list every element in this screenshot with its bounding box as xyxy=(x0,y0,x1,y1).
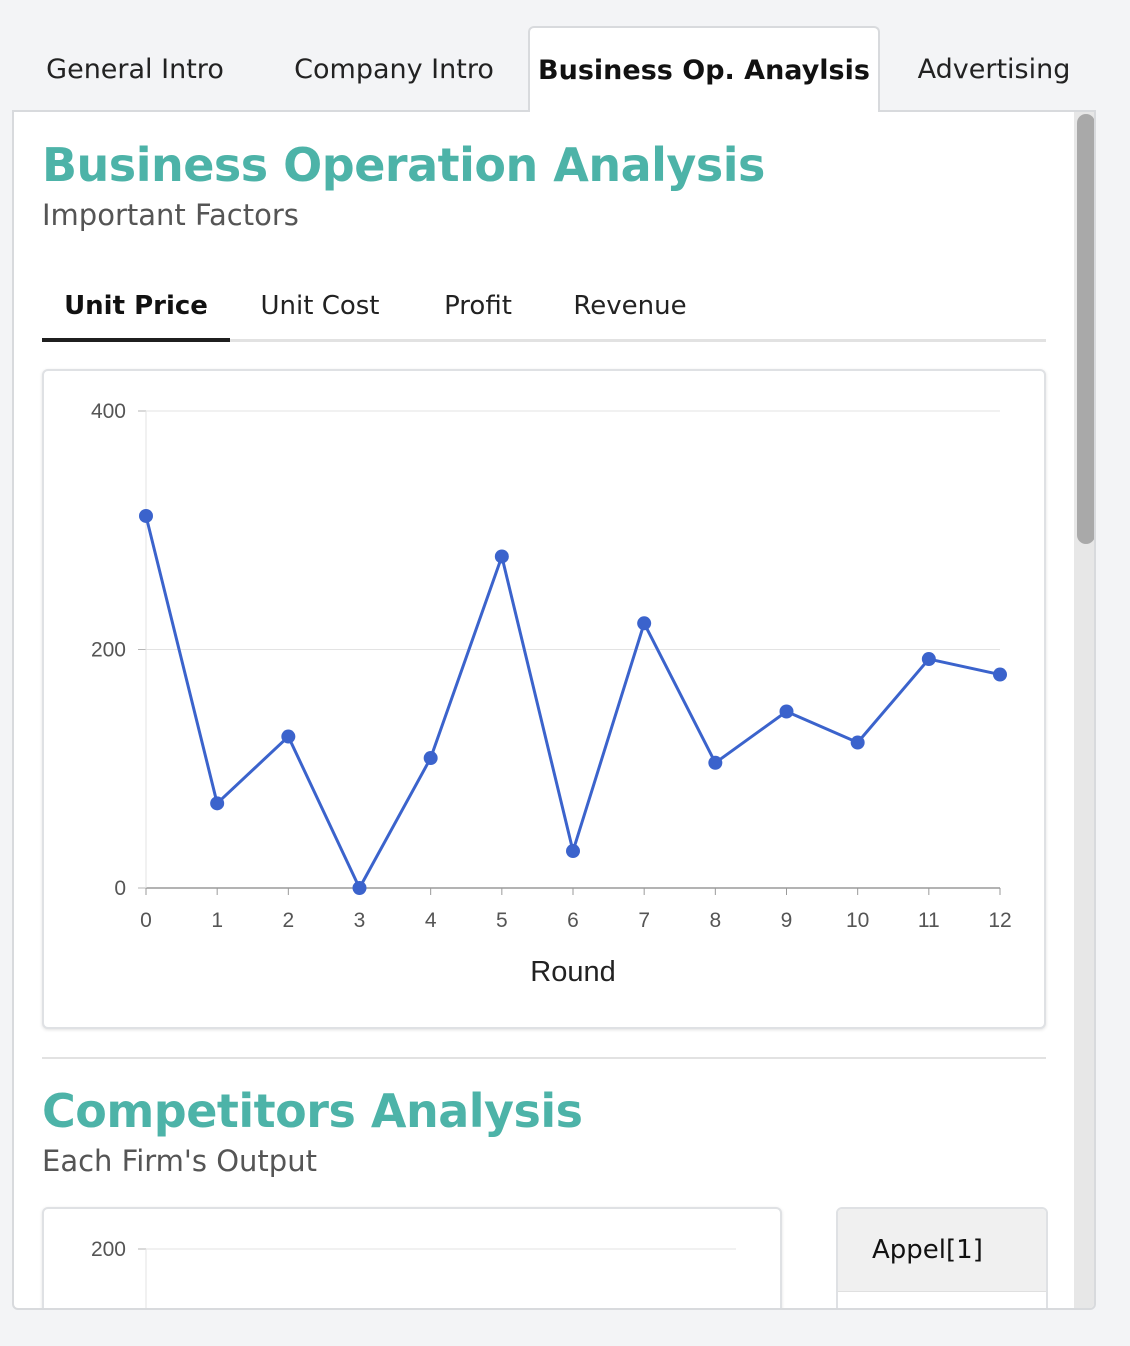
data-point-round-4 xyxy=(423,751,438,766)
unit-price-chart-card: 0 200 400 0 1 2 3 4 5 6 7 8 9 10 11 12 Round xyxy=(42,369,1046,1029)
x-tick-label: 7 xyxy=(638,909,650,932)
active-tab-underline xyxy=(42,338,230,342)
data-point-round-10 xyxy=(850,735,865,750)
data-point-round-6 xyxy=(566,844,580,859)
data-point-round-9 xyxy=(779,704,794,719)
content-panel: Business Operation Analysis Important Fa… xyxy=(12,110,1096,1310)
data-point-round-11 xyxy=(921,652,936,667)
x-tick-label: 1 xyxy=(211,909,223,932)
x-tick-label: 9 xyxy=(781,909,793,932)
tab-unit-price[interactable]: Unit Price xyxy=(64,290,208,321)
tab-advertising[interactable]: Advertising xyxy=(917,53,1071,85)
tab-profit[interactable]: Profit xyxy=(444,290,512,321)
data-point-round-1 xyxy=(210,796,225,811)
data-point-round-7 xyxy=(637,616,652,631)
data-point-round-8 xyxy=(708,755,723,770)
x-tick-label: 6 xyxy=(567,909,579,932)
tab-unit-cost[interactable]: Unit Cost xyxy=(260,290,380,321)
tab-company-intro[interactable]: Company Intro xyxy=(294,53,494,85)
tab-general-intro[interactable]: General Intro xyxy=(46,53,224,85)
tab-business-op-analysis[interactable]: Business Op. Anaylsis xyxy=(528,26,880,112)
data-point-round-12 xyxy=(993,667,1007,682)
data-point-round-3 xyxy=(352,881,367,895)
tab-revenue[interactable]: Revenue xyxy=(573,290,687,321)
x-tick-label: 2 xyxy=(282,909,294,932)
scrollbar-thumb[interactable] xyxy=(1077,114,1094,544)
x-tick-label: 3 xyxy=(354,909,366,932)
metric-tab-bar: Unit Price Unit Cost Profit Revenue xyxy=(42,272,1046,342)
business-section-subtitle: Important Factors xyxy=(42,198,299,232)
section-divider xyxy=(42,1057,1046,1059)
competitors-section-subtitle: Each Firm's Output xyxy=(42,1144,317,1178)
legend-firm-appel[interactable]: Appel[1] xyxy=(838,1209,1046,1292)
competitors-section-title: Competitors Analysis xyxy=(42,1084,583,1138)
x-tick-label: 8 xyxy=(709,909,721,932)
x-axis-label: Round xyxy=(530,956,615,988)
x-tick-label: 4 xyxy=(425,909,437,932)
y-tick-label: 200 xyxy=(91,639,126,662)
y-tick-label: 0 xyxy=(114,877,126,900)
business-section-title: Business Operation Analysis xyxy=(42,138,765,192)
x-tick-label: 10 xyxy=(846,909,869,932)
data-point-round-5 xyxy=(494,549,509,564)
x-tick-label: 11 xyxy=(918,909,940,932)
data-point-round-0 xyxy=(139,508,153,523)
series-line xyxy=(144,515,1001,890)
x-tick-label: 12 xyxy=(988,909,1011,932)
firm-output-chart-card: 200 xyxy=(42,1207,782,1308)
top-tab-bar: General Intro Company Intro Business Op.… xyxy=(12,26,1096,112)
data-point-round-2 xyxy=(281,729,296,744)
y-tick-label: 200 xyxy=(91,1238,126,1261)
x-tick-label: 5 xyxy=(496,909,508,932)
y-tick-label: 400 xyxy=(91,400,126,423)
x-tick-label: 0 xyxy=(140,909,152,932)
firm-legend-panel: Appel[1] xyxy=(836,1207,1048,1308)
firm-output-chart: 200 xyxy=(91,1238,736,1308)
